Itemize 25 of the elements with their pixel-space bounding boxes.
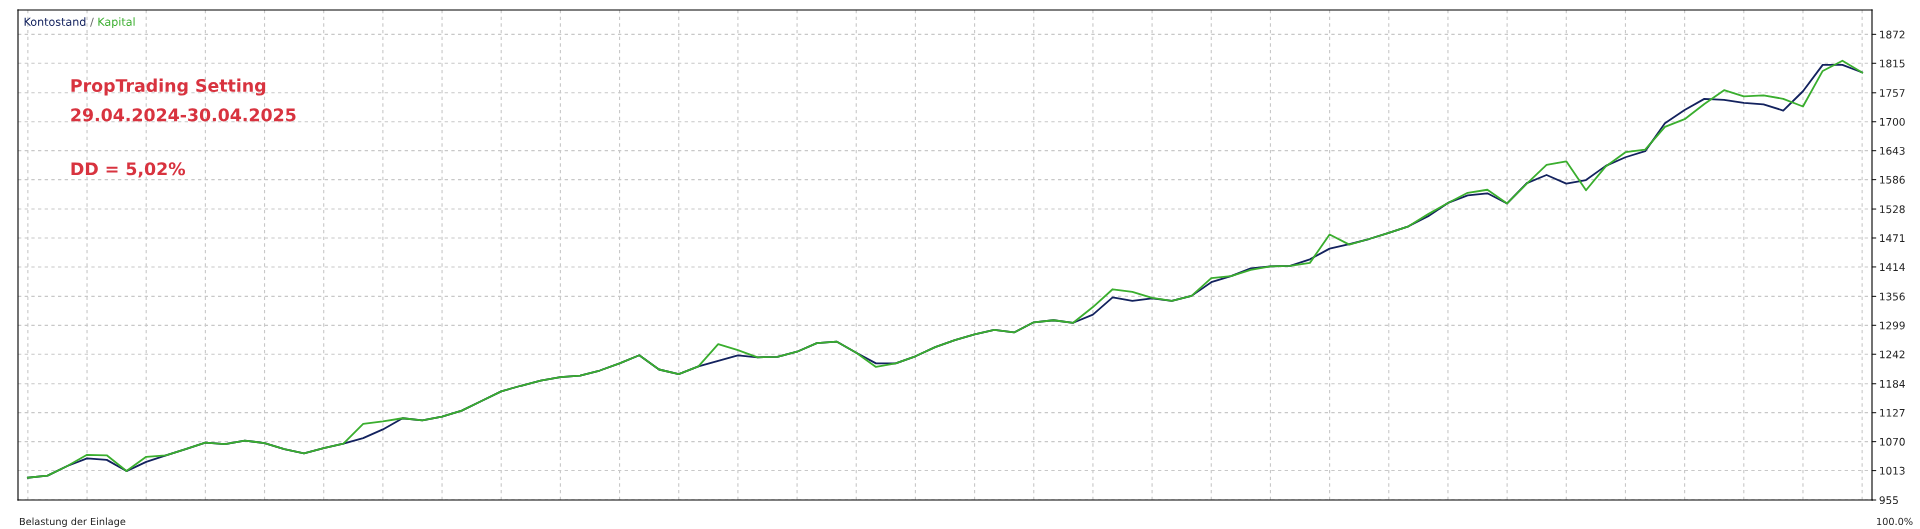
- y-tick-label: 955: [1879, 496, 1898, 505]
- y-tick-label: 1414: [1880, 263, 1905, 271]
- y-tick-label: 1471: [1880, 234, 1905, 242]
- y-tick-label: 1815: [1880, 59, 1905, 68]
- annotation: 29.04.2024-30.04.2025: [71, 108, 296, 122]
- text: Kapital: [98, 17, 135, 29]
- y-tick-label: 1872: [1880, 30, 1905, 39]
- y-tick-label: 1127: [1880, 408, 1905, 417]
- y-tick-label: 1757: [1880, 89, 1905, 97]
- text: Belastung der Einlage: [19, 517, 126, 527]
- y-tick-label: 1586: [1880, 175, 1905, 184]
- text: Kontostand: [24, 17, 86, 26]
- y-tick-label: 1356: [1880, 292, 1905, 301]
- y-tick-label: 1299: [1880, 321, 1905, 330]
- y-tick-label: 1643: [1880, 146, 1905, 155]
- text: 100.0%: [1877, 517, 1913, 526]
- annotation: /: [90, 17, 94, 27]
- annotation: PropTrading Setting: [71, 78, 266, 96]
- y-tick-label: 1242: [1880, 350, 1905, 359]
- annotation: DD = 5,02%: [71, 162, 186, 178]
- y-tick-label: 1013: [1880, 466, 1905, 475]
- y-tick-label: 1184: [1880, 379, 1905, 388]
- y-tick-label: 1528: [1880, 205, 1905, 214]
- y-tick-label: 1070: [1880, 437, 1905, 446]
- y-tick-label: 1700: [1880, 117, 1905, 126]
